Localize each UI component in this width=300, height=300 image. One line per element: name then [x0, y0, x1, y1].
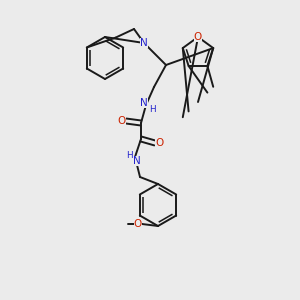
Text: H: H: [126, 151, 132, 160]
Text: N: N: [140, 98, 148, 108]
Text: O: O: [134, 219, 142, 229]
Text: O: O: [194, 32, 202, 42]
Text: H: H: [149, 104, 155, 113]
Text: N: N: [133, 156, 141, 166]
Text: O: O: [118, 116, 126, 126]
Text: N: N: [140, 38, 148, 48]
Text: O: O: [155, 138, 163, 148]
